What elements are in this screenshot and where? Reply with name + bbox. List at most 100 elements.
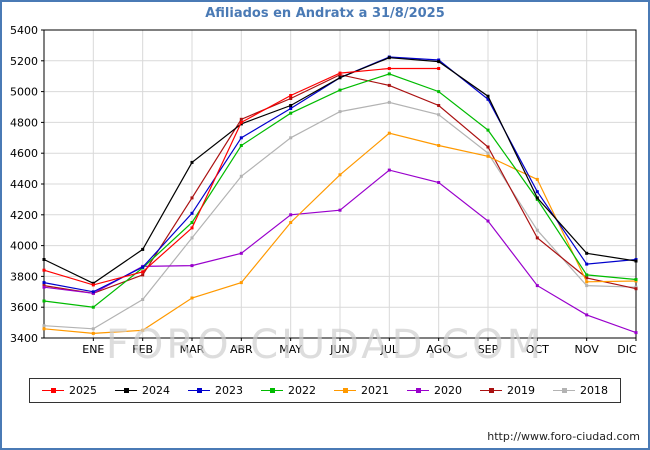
y-tick-label: 3600 [10,301,38,314]
series-marker-2025 [437,67,441,70]
x-tick-label: DIC [617,343,637,356]
series-marker-2019 [338,73,342,77]
x-tick-label: ABR [230,343,253,356]
series-marker-2024 [190,160,194,164]
legend-color-swatch [188,386,210,395]
legend-item-2022: 2022 [261,384,316,397]
legend: 2025 2024 2023 2022 2021 2020 2019 2018 [2,378,648,403]
series-marker-2018 [437,113,441,117]
y-tick-label: 4000 [10,240,38,253]
series-marker-2019 [535,236,539,240]
series-marker-2018 [239,174,243,178]
series-marker-2023 [42,281,46,285]
series-marker-2020 [486,219,490,223]
series-marker-2023 [289,107,293,110]
x-tick-label: NOV [575,343,600,356]
series-marker-2018 [190,236,194,240]
series-marker-2018 [535,228,539,232]
x-tick-label: OCT [526,343,549,356]
legend-year-label: 2020 [434,384,462,397]
series-marker-2022 [387,72,391,76]
series-marker-2021 [190,296,194,300]
legend-item-2024: 2024 [115,384,170,397]
series-marker-2021 [338,173,342,177]
legend-item-2018: 2018 [553,384,608,397]
series-marker-2022 [239,144,243,147]
legend-color-swatch [42,386,64,395]
legend-year-label: 2025 [69,384,97,397]
series-marker-2020 [338,208,342,212]
legend-color-swatch [115,386,137,395]
series-marker-2018 [289,136,293,140]
x-tick-label: AGO [426,343,451,356]
series-marker-2022 [486,128,490,132]
legend-item-2025: 2025 [42,384,97,397]
series-marker-2020 [289,213,293,217]
series-marker-2025 [338,71,342,75]
legend-item-2019: 2019 [480,384,535,397]
series-marker-2019 [585,276,589,280]
x-tick-label: SEP [478,343,499,356]
legend-year-label: 2021 [361,384,389,397]
series-marker-2022 [338,88,342,92]
legend-color-swatch [407,386,429,395]
legend-year-label: 2018 [580,384,608,397]
legend-year-label: 2024 [142,384,170,397]
series-marker-2021 [289,221,293,224]
x-tick-label: MAR [180,343,205,356]
legend-item-2020: 2020 [407,384,462,397]
series-marker-2023 [486,97,490,101]
series-marker-2021 [239,281,243,285]
series-marker-2019 [190,196,194,200]
series-marker-2019 [437,104,441,107]
footer-url[interactable]: http://www.foro-ciudad.com [487,430,640,443]
y-tick-label: 4200 [10,209,38,222]
series-marker-2022 [190,221,194,224]
y-tick-label: 3400 [10,332,38,345]
legend-color-swatch [553,386,575,395]
series-marker-2025 [91,283,95,287]
plot-border [43,29,637,339]
series-marker-2018 [141,298,145,301]
series-marker-2022 [42,299,46,303]
series-marker-2020 [437,181,441,184]
series-marker-2019 [239,117,243,121]
series-marker-2024 [437,60,441,64]
series-marker-2019 [42,284,46,288]
series-marker-2020 [387,168,391,172]
series-marker-2021 [585,280,589,284]
series-marker-2019 [486,145,490,149]
series-marker-2024 [387,56,391,60]
x-tick-label: JUL [380,343,399,356]
series-marker-2023 [585,262,589,266]
series-marker-2022 [634,278,638,281]
series-marker-2018 [486,151,490,155]
series-marker-2024 [634,259,638,263]
series-marker-2023 [190,211,194,215]
series-marker-2019 [387,83,391,87]
series-marker-2021 [91,331,95,335]
series-marker-2018 [91,327,95,331]
series-marker-2025 [141,270,145,274]
series-marker-2025 [190,226,194,230]
series-marker-2022 [437,90,441,94]
series-marker-2024 [91,281,95,285]
x-tick-label: FEB [132,343,153,356]
y-tick-label: 5200 [10,55,38,68]
series-marker-2024 [338,76,342,80]
series-marker-2023 [239,136,243,140]
series-marker-2020 [585,313,589,317]
legend-color-swatch [261,386,283,395]
series-marker-2025 [239,120,243,124]
series-marker-2020 [634,331,638,335]
series-marker-2023 [91,290,95,294]
series-marker-2024 [535,196,539,200]
series-marker-2020 [42,285,46,289]
series-marker-2018 [585,284,589,288]
series-marker-2020 [190,264,194,268]
x-tick-label: ENE [82,343,104,356]
series-marker-2018 [338,110,342,114]
series-marker-2021 [535,177,539,181]
line-chart: 3400 3600 3800 4000 4200 4400 4600 4800 5000 5200… [10,24,638,356]
series-marker-2018 [387,100,391,104]
